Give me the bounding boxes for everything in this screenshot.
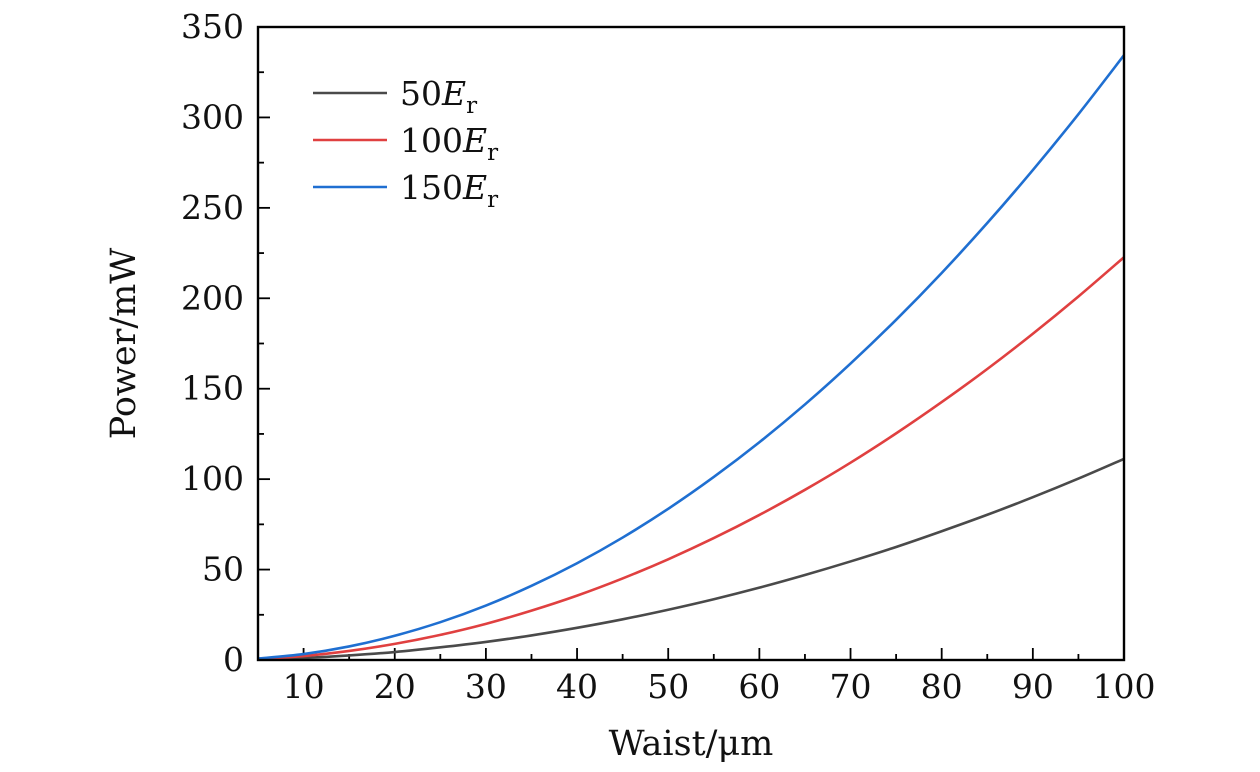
x-tick-label: 10 <box>283 667 325 706</box>
x-tick-label: 60 <box>738 667 780 706</box>
x-tick-label: 90 <box>1012 667 1054 706</box>
x-tick-label: 30 <box>465 667 507 706</box>
y-tick-label: 50 <box>202 550 244 589</box>
y-axis-title: Power/mW <box>104 248 144 440</box>
x-tick-label: 80 <box>921 667 963 706</box>
legend-entry: 50Er <box>400 74 477 119</box>
tick-labels: 10 20 30 40 50 60 70 80 90 100 0 50 100 150 200 250 300 3… <box>181 7 1156 706</box>
x-tick-label: 100 <box>1093 667 1156 706</box>
x-tick-label: 20 <box>374 667 416 706</box>
x-tick-label: 50 <box>647 667 689 706</box>
x-tick-label: 70 <box>830 667 872 706</box>
y-tick-label: 250 <box>181 188 244 227</box>
x-axis-title: Waist/μm <box>609 724 774 764</box>
legend-entry: 100Er <box>400 121 498 166</box>
y-tick-label: 200 <box>181 278 244 317</box>
y-tick-label: 300 <box>181 97 244 136</box>
plot-frame <box>256 25 1126 662</box>
y-tick-label: 350 <box>181 7 244 46</box>
series-line-100 <box>257 256 1125 661</box>
legend-entry: 150Er <box>400 168 498 213</box>
series-line-50 <box>257 457 1125 661</box>
series-lines <box>257 54 1126 661</box>
y-tick-label: 0 <box>223 640 244 679</box>
y-tick-label: 150 <box>181 369 244 408</box>
axis-ticks <box>257 26 1125 661</box>
x-tick-label: 40 <box>556 667 598 706</box>
series-line-150 <box>257 54 1126 660</box>
y-tick-label: 100 <box>181 459 244 498</box>
